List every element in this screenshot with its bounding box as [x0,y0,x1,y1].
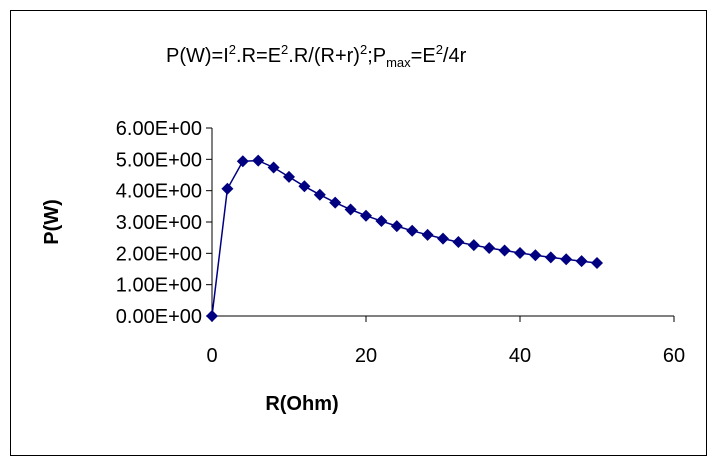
x-axis-ticks: 0 20 40 60 [206,316,685,367]
data-point [544,251,557,264]
x-axis-label: R(Ohm) [265,393,338,415]
data-point [329,196,342,209]
data-markers [206,154,603,322]
y-tick-label: 3.00E+00 [116,212,202,234]
data-point [344,203,357,216]
data-point [452,236,465,249]
y-tick-label: 5.00E+00 [116,149,202,171]
x-tick-label: 0 [206,345,217,367]
data-point [575,255,588,268]
data-point [560,253,573,266]
x-tick-label: 20 [355,345,377,367]
data-point [498,244,511,257]
data-point [236,155,249,168]
y-tick-label: 4.00E+00 [116,181,202,203]
data-point [252,154,265,167]
series-line [211,159,598,317]
data-point [406,224,419,237]
data-point [360,209,372,222]
data-point [591,257,603,270]
data-point [467,239,480,252]
y-tick-label: 1.00E+00 [116,275,202,297]
data-point [421,228,434,241]
data-point [283,170,295,183]
y-tick-label: 0.00E+00 [116,306,202,328]
data-point [514,247,526,260]
chart-title: P(W)=I2.R=E2.R/(R+r)2;Pmax=E2/4r [166,42,467,70]
series-line-group [211,159,598,317]
data-point [298,180,311,193]
data-point [483,242,496,255]
data-point [390,220,403,233]
y-axis-label: P(W) [41,199,63,245]
y-axis-ticks: 0.00E+00 1.00E+00 2.00E+00 3.00E+00 4.00E+00… [116,118,212,328]
x-tick-label: 60 [663,345,685,367]
x-tick-label: 40 [509,345,531,367]
data-point [375,215,388,228]
data-point [221,182,234,195]
data-point [313,188,326,201]
data-point [529,249,542,262]
chart-area [10,10,707,456]
data-point [267,161,280,174]
y-tick-label: 6.00E+00 [116,118,202,140]
data-point [437,232,449,245]
data-point [206,310,218,322]
y-tick-label: 2.00E+00 [116,243,202,265]
